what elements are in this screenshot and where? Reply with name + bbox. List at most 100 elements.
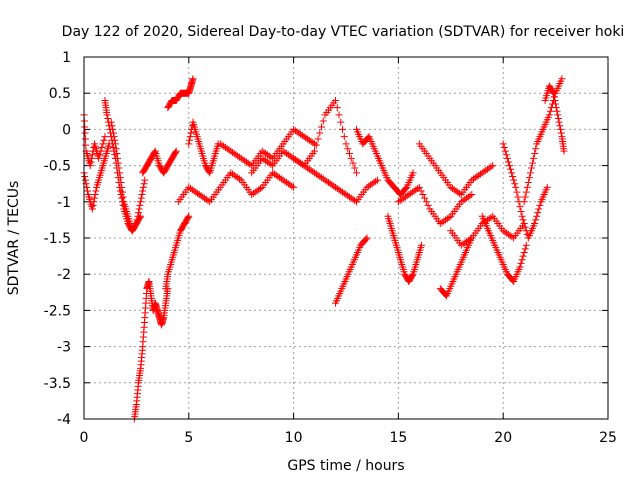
data-point xyxy=(189,75,197,83)
data-point xyxy=(560,147,568,155)
data-point-interp xyxy=(185,136,193,144)
data-point-interp xyxy=(90,194,98,202)
data-point-interp xyxy=(81,129,89,137)
data-point-interp xyxy=(104,115,112,123)
data-point-interp xyxy=(184,213,192,221)
data-point-interp xyxy=(554,115,562,123)
series-arc-21 xyxy=(478,212,530,285)
data-point xyxy=(311,147,319,155)
data-point-interp xyxy=(349,159,357,167)
data-point-interp xyxy=(81,176,89,184)
data-point-interp xyxy=(134,209,142,217)
data-point-interp xyxy=(345,150,353,158)
y-tick-label: 0 xyxy=(62,122,71,138)
data-point-interp xyxy=(318,123,326,131)
series-arc-16 xyxy=(384,212,425,285)
data-point-interp xyxy=(88,151,96,159)
x-tick-labels: 0 5 10 15 20 25 xyxy=(80,430,617,446)
data-point-interp xyxy=(502,151,510,159)
data-point xyxy=(415,183,423,191)
data-point-interp xyxy=(316,129,324,137)
data-point-interp xyxy=(511,180,519,188)
data-point-interp xyxy=(267,160,275,168)
data-point-interp xyxy=(524,178,532,186)
data-point-interp xyxy=(337,118,345,126)
data-point-interp xyxy=(466,192,474,200)
data-point-interp xyxy=(535,205,543,213)
data-point-interp xyxy=(501,147,509,155)
data-point-interp xyxy=(96,151,104,159)
data-point-interp xyxy=(556,125,564,133)
y-tick-label: -4 xyxy=(57,412,71,428)
x-tick-label: 25 xyxy=(599,430,617,446)
data-point-interp xyxy=(519,252,527,260)
data-point-interp xyxy=(81,172,89,180)
grid-lines xyxy=(84,57,608,419)
data-point xyxy=(103,111,111,119)
data-point-interp xyxy=(187,129,195,137)
data-point xyxy=(468,191,476,199)
series-arc-11 xyxy=(216,125,319,170)
series-arc-5 xyxy=(130,277,172,423)
data-point-interp xyxy=(110,133,118,141)
data-point-interp xyxy=(517,207,525,215)
data-point-interp xyxy=(97,147,105,155)
data-point-interp xyxy=(509,172,517,180)
series-arc-8 xyxy=(164,75,197,112)
data-point xyxy=(417,241,425,249)
data-point xyxy=(86,162,94,170)
series-arc-23 xyxy=(520,75,566,206)
data-point xyxy=(505,162,513,170)
data-point xyxy=(137,198,145,206)
data-point xyxy=(107,118,115,126)
data-point-interp xyxy=(235,175,243,183)
data-point-interp xyxy=(117,178,125,186)
data-point-interp xyxy=(81,135,89,143)
data-point xyxy=(332,96,340,104)
data-point-interp xyxy=(534,209,542,217)
data-point-interp xyxy=(89,201,97,209)
data-point-interp xyxy=(140,180,148,188)
data-point-interp xyxy=(91,191,99,199)
data-point-interp xyxy=(546,107,554,115)
data-point xyxy=(558,75,566,83)
data-point xyxy=(172,147,180,155)
y-tick-label: 0.5 xyxy=(49,86,71,102)
data-point-interp xyxy=(135,205,143,213)
data-point-interp xyxy=(408,271,416,279)
plot-frame xyxy=(83,56,609,420)
series-arc-1 xyxy=(80,111,109,170)
data-point-interp xyxy=(151,148,159,156)
data-point-interp xyxy=(98,144,106,151)
data-point-interp xyxy=(531,150,539,158)
data-point-interp xyxy=(525,174,533,182)
data-point-interp xyxy=(139,187,147,195)
x-tick-label: 15 xyxy=(389,430,407,446)
data-point-interp xyxy=(521,223,529,231)
data-point-interp xyxy=(517,259,525,267)
series-arc-14 xyxy=(332,234,371,307)
data-point-interp xyxy=(510,176,518,184)
data-point-interp xyxy=(508,233,516,241)
data-point-interp xyxy=(347,154,355,162)
data-point-interp xyxy=(417,187,425,195)
data-point-interp xyxy=(137,194,145,202)
data-point xyxy=(116,169,124,177)
y-tick-label: -3 xyxy=(57,340,71,356)
data-point-interp xyxy=(507,165,515,173)
data-point-interp xyxy=(136,213,144,221)
data-point-interp xyxy=(319,117,327,125)
data-point-interp xyxy=(108,122,116,130)
data-point-interp xyxy=(204,197,212,205)
data-point-interp xyxy=(445,213,453,221)
data-point-interp xyxy=(421,194,429,202)
series-arc-20 xyxy=(447,212,528,249)
data-point-interp xyxy=(114,154,122,162)
data-point-interp xyxy=(422,198,430,206)
data-point-interp xyxy=(81,123,89,131)
data-point xyxy=(290,183,298,191)
data-point-interp xyxy=(456,189,464,197)
x-axis-title: GPS time / hours xyxy=(287,458,404,474)
data-point-interp xyxy=(513,188,521,196)
data-point-interp xyxy=(339,125,347,133)
